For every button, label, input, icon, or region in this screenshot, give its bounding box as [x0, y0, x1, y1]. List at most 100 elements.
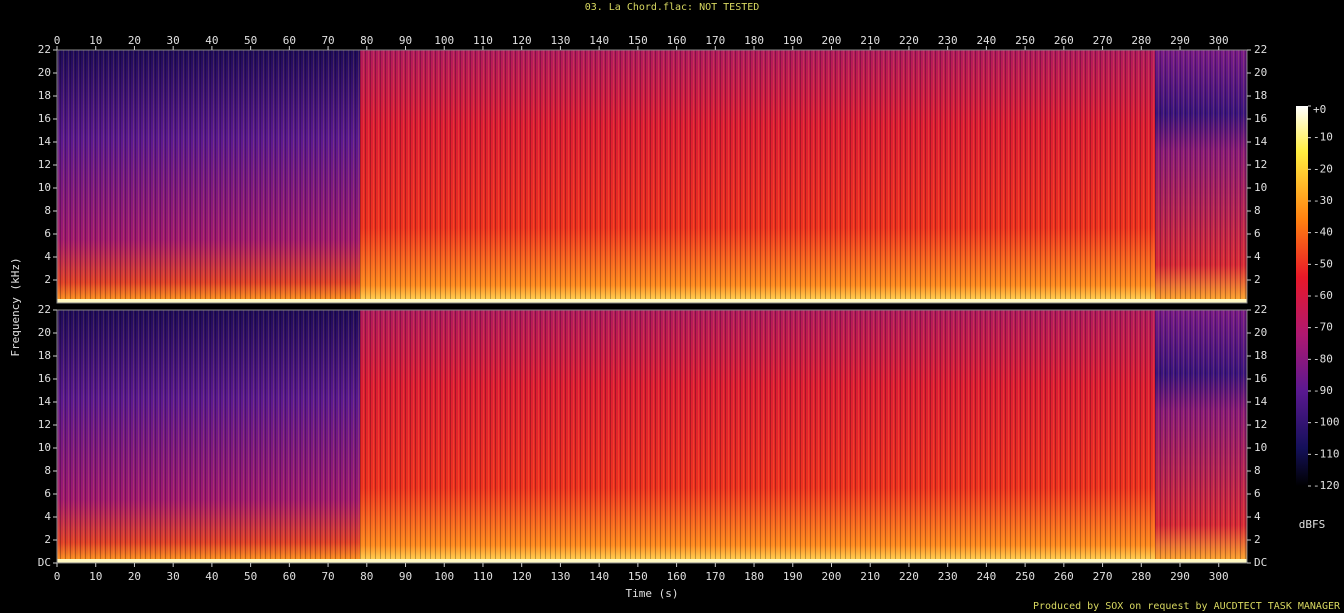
x-axis-label: Time (s) [626, 587, 679, 600]
x-tick-label: 70 [321, 570, 334, 583]
x-tick-label: 240 [976, 34, 996, 47]
y-tick-label: 12 [1254, 158, 1267, 171]
x-tick-label: 60 [283, 34, 296, 47]
y-tick-label: 8 [44, 464, 51, 477]
x-tick-label: 100 [434, 34, 454, 47]
y-tick-label: 14 [38, 135, 52, 148]
y-tick-label: 16 [38, 112, 51, 125]
y-tick-label: 12 [38, 158, 51, 171]
colorbar-tick-label: -100 [1313, 416, 1340, 429]
y-tick-label: 20 [38, 326, 51, 339]
x-tick-label: 150 [628, 570, 648, 583]
y-tick-label: 6 [1254, 227, 1261, 240]
colorbar-tick-label: -80 [1313, 352, 1333, 365]
y-tick-label: 8 [1254, 204, 1261, 217]
x-tick-label: 290 [1170, 570, 1190, 583]
y-tick-label: 6 [44, 227, 51, 240]
plot-frame [56, 309, 1248, 564]
y-tick-label: 16 [1254, 112, 1267, 125]
y-tick-label: 6 [44, 487, 51, 500]
y-tick-label: 14 [38, 395, 52, 408]
x-tick-label: 180 [744, 34, 764, 47]
colorbar-tick-label: -120 [1313, 479, 1340, 492]
x-tick-label: 240 [976, 570, 996, 583]
y-tick-label: 18 [38, 349, 51, 362]
x-tick-label: 180 [744, 570, 764, 583]
colorbar-tick-label: -70 [1313, 321, 1333, 334]
x-tick-label: 210 [860, 570, 880, 583]
y-tick-label: 20 [1254, 326, 1267, 339]
y-tick-label: 4 [44, 510, 51, 523]
x-tick-label: 260 [1054, 34, 1074, 47]
y-tick-label: 10 [38, 181, 51, 194]
x-tick-label: 10 [89, 570, 102, 583]
y-tick-label: 20 [1254, 66, 1267, 79]
x-tick-label: 80 [360, 570, 373, 583]
y-tick-label: 4 [1254, 510, 1261, 523]
y-tick-label: 12 [38, 418, 51, 431]
spectrogram-top [57, 50, 1247, 303]
y-tick-label: DC [1254, 556, 1267, 569]
x-tick-label: 0 [54, 570, 61, 583]
x-tick-label: 260 [1054, 570, 1074, 583]
x-tick-label: 30 [167, 34, 180, 47]
colorbar-tick-label: +0 [1313, 103, 1326, 116]
x-tick-label: 280 [1131, 34, 1151, 47]
y-tick-label: 2 [44, 533, 51, 546]
x-tick-label: 160 [667, 570, 687, 583]
x-tick-label: 190 [783, 34, 803, 47]
x-tick-label: 170 [705, 570, 725, 583]
y-tick-label: 20 [38, 66, 51, 79]
x-tick-label: 50 [244, 34, 257, 47]
x-tick-label: 270 [1093, 570, 1113, 583]
x-tick-label: 210 [860, 34, 880, 47]
y-tick-label: 4 [44, 250, 51, 263]
chart-title: 03. La Chord.flac: NOT TESTED [585, 2, 760, 13]
x-tick-label: 170 [705, 34, 725, 47]
y-tick-label: 18 [38, 89, 51, 102]
x-tick-label: 300 [1209, 570, 1229, 583]
colorbar-tick-label: -20 [1313, 162, 1333, 175]
x-tick-label: 290 [1170, 34, 1190, 47]
x-tick-label: 130 [550, 34, 570, 47]
y-tick-label: 10 [1254, 181, 1267, 194]
colorbar-tick-label: -10 [1313, 131, 1333, 144]
x-tick-label: 140 [589, 570, 609, 583]
y-tick-label: 2 [1254, 533, 1261, 546]
colorbar-tick-label: -40 [1313, 226, 1333, 239]
x-tick-label: 30 [167, 570, 180, 583]
y-tick-label: 8 [44, 204, 51, 217]
x-tick-label: 10 [89, 34, 102, 47]
y-tick-label: 2 [44, 273, 51, 286]
x-tick-label: 230 [938, 570, 958, 583]
x-tick-label: 250 [1015, 34, 1035, 47]
y-tick-label: 6 [1254, 487, 1261, 500]
y-tick-label: 22 [1254, 43, 1267, 56]
x-tick-label: 220 [899, 570, 919, 583]
x-tick-label: 130 [550, 570, 570, 583]
x-tick-label: 270 [1093, 34, 1113, 47]
x-tick-label: 90 [399, 34, 412, 47]
x-tick-label: 0 [54, 34, 61, 47]
y-tick-label: 10 [1254, 441, 1267, 454]
y-tick-label: 8 [1254, 464, 1261, 477]
x-tick-label: 120 [512, 34, 532, 47]
y-tick-label: 2 [1254, 273, 1261, 286]
x-tick-label: 200 [822, 34, 842, 47]
y-tick-label: 14 [1254, 135, 1268, 148]
x-tick-label: 40 [205, 34, 218, 47]
x-tick-label: 190 [783, 570, 803, 583]
y-tick-label: 22 [1254, 303, 1267, 316]
x-tick-label: 140 [589, 34, 609, 47]
x-tick-label: 120 [512, 570, 532, 583]
colorbar-tick-label: -90 [1313, 384, 1333, 397]
colorbar-tick-label: -50 [1313, 257, 1333, 270]
x-tick-label: 90 [399, 570, 412, 583]
x-tick-label: 20 [128, 570, 141, 583]
x-tick-label: 80 [360, 34, 373, 47]
x-tick-label: 150 [628, 34, 648, 47]
colorbar-label: dBFS [1299, 518, 1326, 531]
x-tick-label: 300 [1209, 34, 1229, 47]
